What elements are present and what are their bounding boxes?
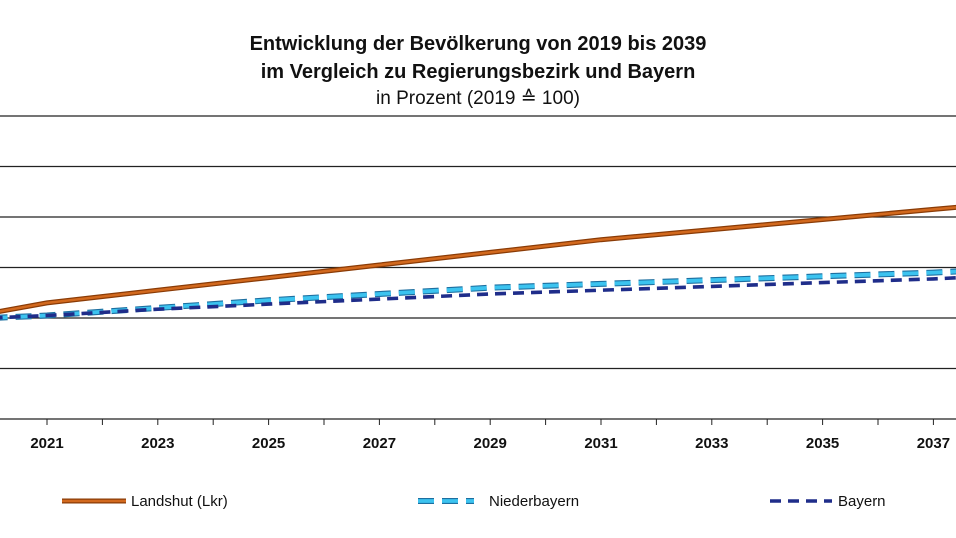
series-landshut-lkr	[0, 204, 956, 314]
x-tick-label: 2021	[30, 435, 63, 452]
legend-item: Landshut (Lkr)	[62, 493, 228, 510]
legend-label: Landshut (Lkr)	[131, 493, 228, 510]
legend-item: Niederbayern	[418, 493, 579, 510]
x-tick-label: 2029	[474, 435, 507, 452]
x-axis: 2021 2023 2025 2027 2029 2031 2033 2035 2037	[30, 419, 950, 452]
x-tick-label: 2025	[252, 435, 285, 452]
chart-title: Entwicklung der Bevölkerung von 2019 bis…	[249, 33, 707, 55]
x-tick-label: 2033	[695, 435, 728, 452]
x-tick-label: 2027	[363, 435, 396, 452]
series-bayern	[0, 276, 956, 320]
x-tick-label: 2035	[806, 435, 839, 452]
legend-label: Bayern	[838, 493, 886, 510]
chart-unit-line: in Prozent (2019 ≙ 100)	[376, 88, 580, 109]
legend-item: Bayern	[770, 493, 886, 510]
x-tick-label: 2023	[141, 435, 174, 452]
legend-label: Niederbayern	[489, 493, 579, 510]
legend: Landshut (Lkr) Niederbayern Bayern	[62, 493, 886, 510]
chart-subtitle: im Vergleich zu Regierungsbezirk und Bay…	[260, 61, 696, 83]
series-line	[0, 206, 956, 313]
chart-title-block: Entwicklung der Bevölkerung von 2019 bis…	[0, 30, 956, 112]
series-line	[0, 276, 956, 320]
series-lines	[0, 204, 956, 321]
gridlines	[0, 115, 956, 420]
x-tick-label: 2031	[584, 435, 617, 452]
x-tick-label: 2037	[917, 435, 950, 452]
